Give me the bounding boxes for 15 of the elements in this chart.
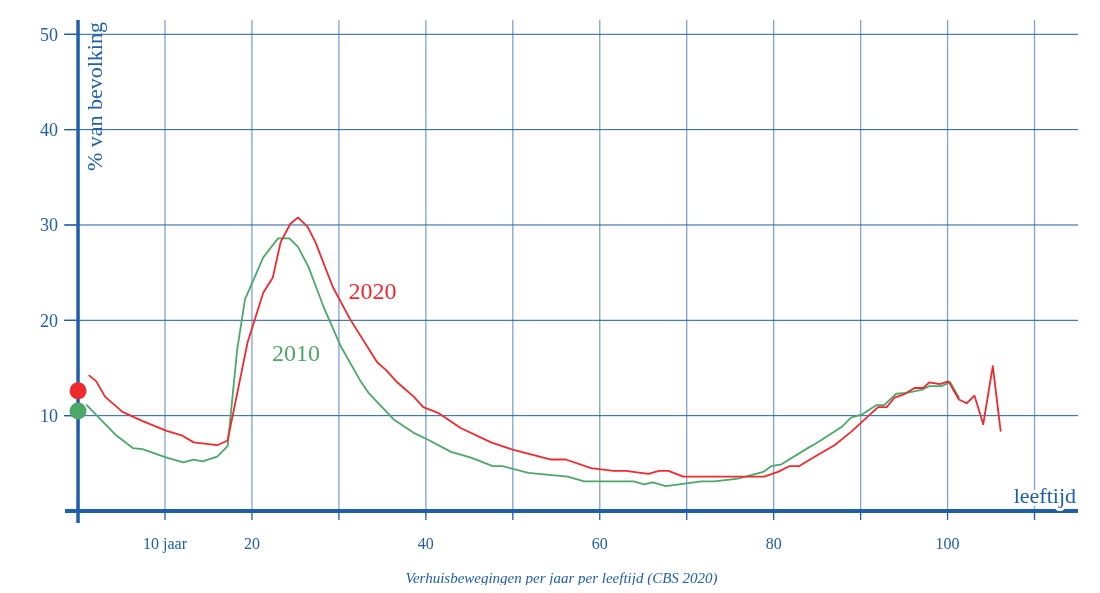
x-tick-label: 20 <box>243 535 260 552</box>
y-tick-label: 20 <box>40 310 59 331</box>
x-tick-label: 10 jaar <box>143 535 188 553</box>
y-tick-label: 30 <box>40 215 59 236</box>
x-tick-label: 100 <box>935 535 960 552</box>
y-axis-title: % van bevolking <box>82 22 108 172</box>
series-label: 2010 <box>271 340 320 367</box>
y-tick-label: 40 <box>40 119 59 140</box>
y-tick-label: 50 <box>40 24 59 45</box>
series-label: 2020 <box>348 278 397 305</box>
y-tick-label: 10 <box>40 405 59 426</box>
line-series <box>88 216 1002 478</box>
x-tick-label: 40 <box>417 535 434 552</box>
x-tick-label: 80 <box>765 535 782 552</box>
x-tick-label: 60 <box>591 535 608 552</box>
